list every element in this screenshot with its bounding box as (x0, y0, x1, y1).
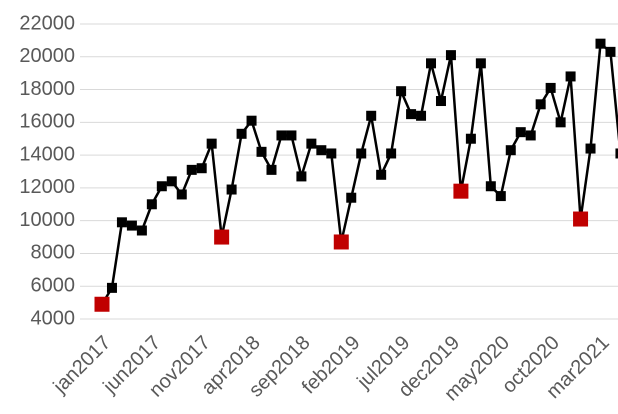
y-tick-label: 22000 (19, 12, 75, 34)
marker (333, 234, 349, 250)
marker (106, 282, 117, 293)
y-tick-label: 12000 (19, 176, 75, 198)
marker (296, 171, 307, 182)
marker (156, 181, 167, 192)
y-tick-label: 18000 (19, 78, 75, 100)
marker (485, 181, 496, 192)
marker (186, 164, 197, 175)
marker (535, 99, 546, 110)
marker (276, 130, 287, 141)
marker (326, 148, 337, 159)
marker (136, 225, 147, 236)
marker (316, 145, 327, 156)
marker (94, 296, 110, 312)
marker (366, 110, 377, 121)
marker (266, 164, 277, 175)
marker (196, 163, 207, 174)
marker (515, 127, 526, 138)
marker (435, 96, 446, 107)
marker (396, 86, 407, 97)
marker (595, 38, 606, 49)
marker (214, 229, 230, 245)
marker (573, 211, 589, 227)
marker (605, 46, 616, 57)
marker (406, 109, 417, 120)
marker (306, 138, 317, 149)
marker (565, 71, 576, 82)
marker (206, 138, 217, 149)
marker (465, 133, 476, 144)
marker (286, 130, 297, 141)
marker (236, 128, 247, 139)
marker (346, 192, 357, 203)
y-tick-label: 4000 (31, 307, 76, 329)
marker (495, 191, 506, 202)
marker (166, 176, 177, 187)
y-tick-label: 20000 (19, 45, 75, 67)
marker (445, 50, 456, 61)
marker (545, 82, 556, 93)
marker (555, 117, 566, 128)
marker (426, 58, 437, 69)
marker (226, 184, 237, 195)
marker (126, 220, 137, 231)
y-tick-label: 8000 (31, 242, 76, 264)
series-line (100, 41, 618, 305)
marker (376, 169, 387, 180)
marker (256, 146, 267, 157)
marker (505, 145, 516, 156)
marker (386, 148, 397, 159)
marker (176, 189, 187, 200)
marker (416, 110, 427, 121)
y-tick-label: 14000 (19, 143, 75, 165)
marker (475, 58, 486, 69)
marker (146, 199, 157, 210)
y-tick-label: 10000 (19, 209, 75, 231)
marker (116, 217, 127, 228)
marker (525, 130, 536, 141)
marker (356, 148, 367, 159)
y-tick-label: 6000 (31, 275, 76, 297)
marker (246, 115, 257, 126)
marker (585, 143, 596, 154)
y-tick-label: 16000 (19, 111, 75, 133)
marker (453, 183, 469, 199)
marker (615, 148, 618, 159)
